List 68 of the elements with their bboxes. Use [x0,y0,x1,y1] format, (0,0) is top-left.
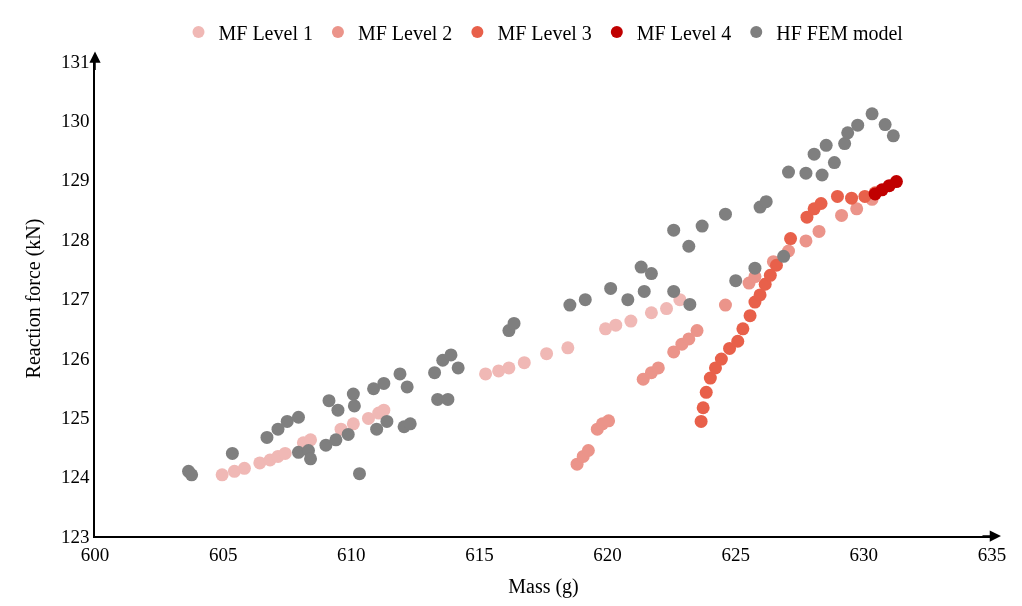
y-tick-label: 131 [60,50,90,72]
point [599,322,613,336]
point [540,347,554,361]
point [479,367,493,381]
point [278,446,292,460]
x-tick-label: 615 [465,543,494,565]
y-axis-title: Reaction force (kN) [21,218,45,379]
point [858,189,872,203]
point [784,232,798,246]
x-tick-label: 635 [977,543,1007,565]
point [812,224,826,238]
x-tick-label: 605 [208,543,238,565]
point [690,324,704,338]
y-tick-label: 130 [60,110,90,132]
point [830,189,844,203]
point [814,197,828,210]
legend-label: MF Level 2 [357,21,453,44]
y-tick-label: 126 [60,347,90,369]
x-tick-label: 625 [721,543,750,565]
point [237,461,251,475]
legend-label: MF Level 4 [636,21,732,44]
y-tick-label: 128 [60,228,90,250]
point [845,191,859,205]
point [736,322,750,336]
y-tick-label: 125 [60,406,90,428]
point [718,298,732,312]
point [667,345,681,359]
x-tick-label: 630 [849,543,879,565]
point [703,371,717,385]
legend-label: MF Level 1 [218,21,313,44]
point [624,314,638,328]
x-tick-label: 610 [337,543,366,565]
point [743,309,757,323]
point [696,401,710,415]
point [304,433,318,447]
y-tick-label: 127 [60,288,90,310]
point [502,361,516,375]
point [694,414,708,428]
point [714,352,728,366]
point [581,444,595,457]
point [835,208,849,222]
point [215,468,229,482]
point [361,411,375,425]
point [609,318,623,332]
point [660,302,674,316]
point [850,202,864,216]
legend-label: HF FEM model [776,21,904,44]
legend-label: MF Level 3 [497,21,592,44]
point [561,341,575,355]
point [731,334,745,348]
point [799,234,813,248]
x-axis-title: Mass (g) [508,574,579,598]
y-tick-label: 129 [60,169,90,191]
point [651,361,665,375]
point [346,417,360,431]
point [517,356,531,370]
point [889,175,903,189]
x-tick-label: 620 [593,543,622,565]
point [602,414,616,428]
point [723,341,737,355]
point [492,364,506,378]
point [377,403,391,417]
point [644,306,658,320]
point [763,268,777,282]
point [699,385,713,399]
point [753,288,767,302]
point [682,332,696,346]
y-tick-label: 124 [60,466,90,488]
